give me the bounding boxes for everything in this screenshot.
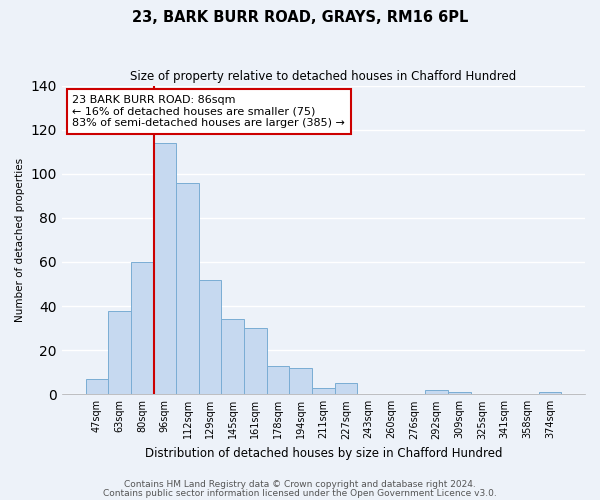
Bar: [199, 280, 221, 394]
Bar: [154, 143, 176, 395]
Bar: [335, 384, 358, 394]
Bar: [289, 368, 312, 394]
Title: Size of property relative to detached houses in Chafford Hundred: Size of property relative to detached ho…: [130, 70, 517, 83]
Bar: [448, 392, 470, 394]
Bar: [244, 328, 267, 394]
Text: 23 BARK BURR ROAD: 86sqm
← 16% of detached houses are smaller (75)
83% of semi-d: 23 BARK BURR ROAD: 86sqm ← 16% of detach…: [72, 95, 345, 128]
Bar: [267, 366, 289, 394]
Bar: [131, 262, 154, 394]
Bar: [539, 392, 561, 394]
Text: Contains public sector information licensed under the Open Government Licence v3: Contains public sector information licen…: [103, 489, 497, 498]
Bar: [312, 388, 335, 394]
Text: Contains HM Land Registry data © Crown copyright and database right 2024.: Contains HM Land Registry data © Crown c…: [124, 480, 476, 489]
X-axis label: Distribution of detached houses by size in Chafford Hundred: Distribution of detached houses by size …: [145, 447, 502, 460]
Y-axis label: Number of detached properties: Number of detached properties: [15, 158, 25, 322]
Bar: [86, 379, 108, 394]
Bar: [176, 182, 199, 394]
Bar: [221, 320, 244, 394]
Bar: [108, 310, 131, 394]
Text: 23, BARK BURR ROAD, GRAYS, RM16 6PL: 23, BARK BURR ROAD, GRAYS, RM16 6PL: [132, 10, 468, 25]
Bar: [425, 390, 448, 394]
